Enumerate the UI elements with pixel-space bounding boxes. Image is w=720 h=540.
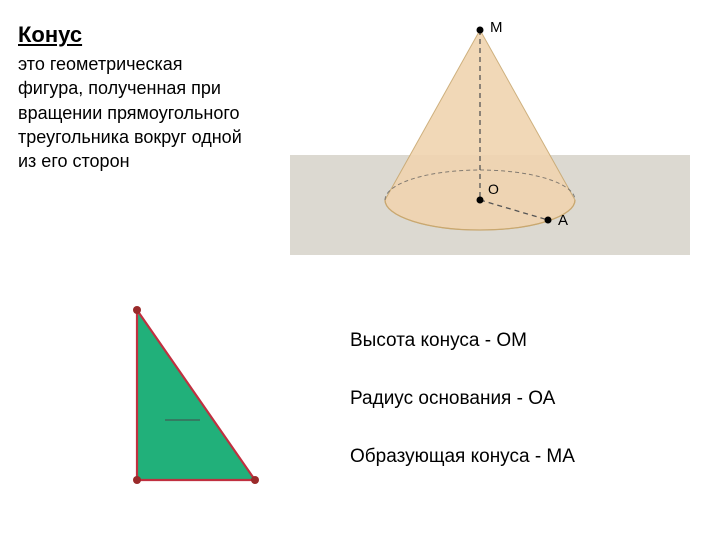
- title: Конус: [18, 22, 82, 48]
- triangle-diagram: [105, 300, 285, 500]
- label-radius: Радиус основания - ОА: [350, 388, 700, 410]
- svg-text:M: M: [490, 19, 503, 36]
- svg-text:A: A: [558, 212, 568, 229]
- label-height: Высота конуса - ОМ: [350, 330, 700, 352]
- label-slant: Образующая конуса - МА: [350, 446, 700, 468]
- cone-diagram: M O A: [290, 10, 690, 270]
- labels-block: Высота конуса - ОМ Радиус основания - ОА…: [350, 330, 700, 504]
- definition-text: это геометрическая фигура, полученная пр…: [18, 52, 243, 173]
- svg-text:O: O: [488, 181, 499, 197]
